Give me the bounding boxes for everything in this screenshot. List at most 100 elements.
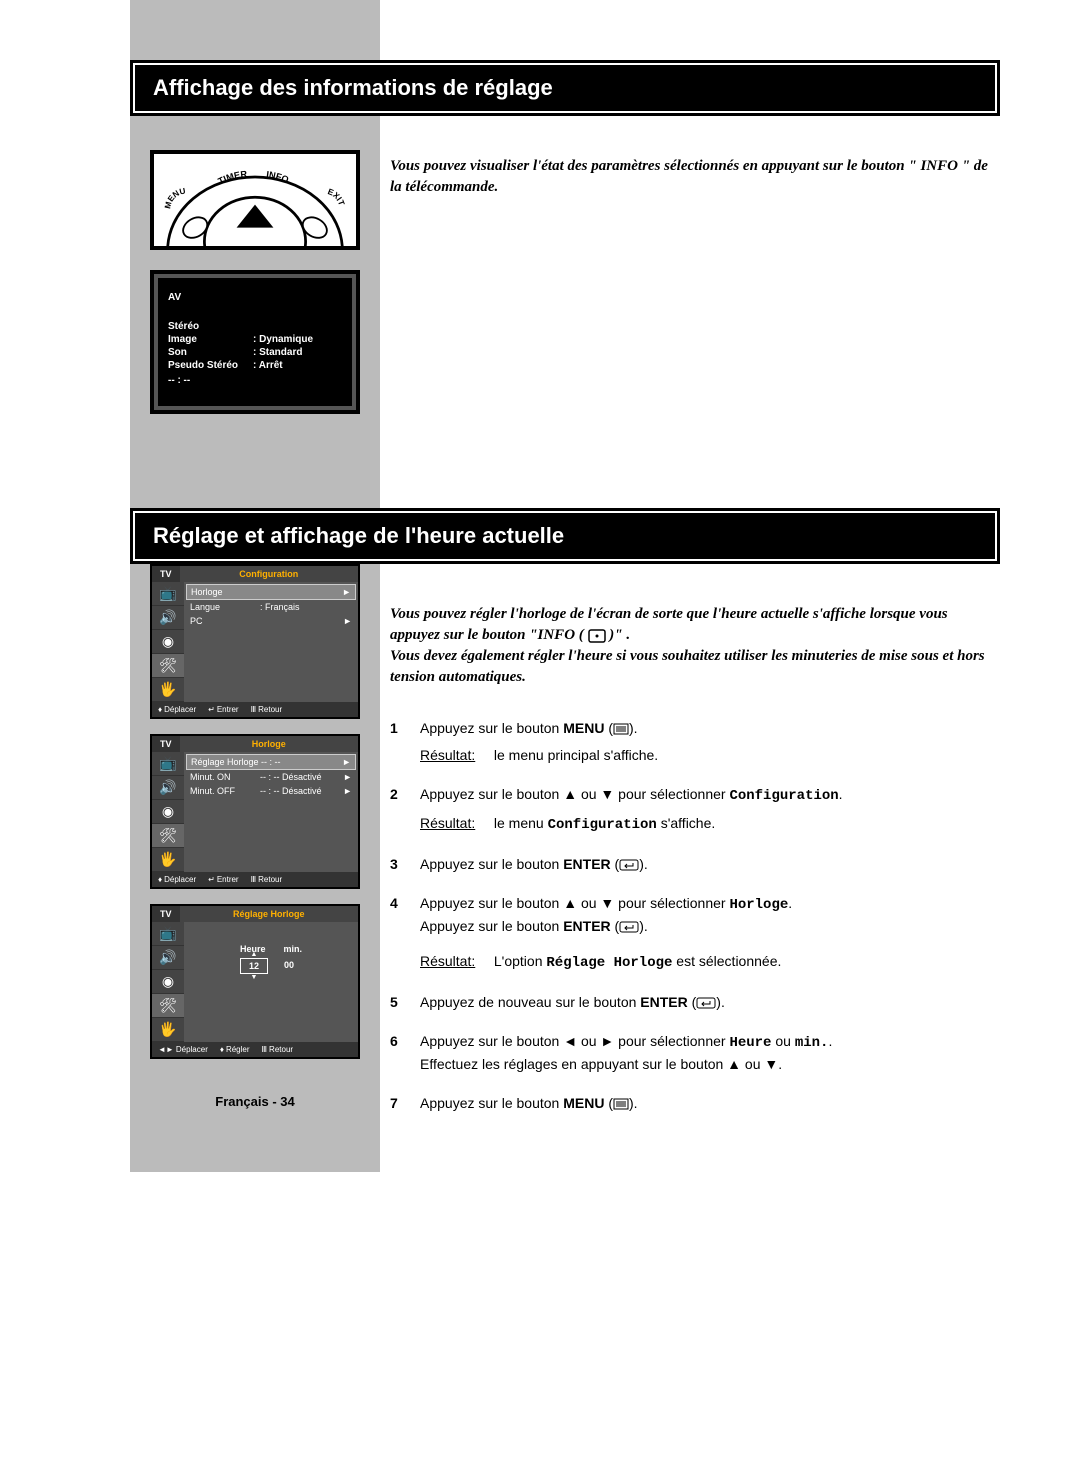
footer-enter: ↵ Entrer [208, 705, 239, 714]
menu-item-arrow: ► [342, 587, 351, 597]
footer-adjust: ♦ Régler [220, 1045, 250, 1054]
menu-items: Réglage Horloge -- : -- ► Minut. ON -- :… [184, 752, 358, 872]
pc-icon: 🖐 [152, 1018, 184, 1042]
sound-icon: 🔊 [152, 606, 184, 630]
menu-title: Réglage Horloge [180, 906, 358, 922]
step-text: Appuyez sur le bouton MENU (). [420, 1093, 1000, 1114]
info-row-label: Son [168, 347, 253, 358]
setup-icon: 🛠 [152, 654, 184, 678]
step-result: Résultat: L'option Réglage Horloge est s… [420, 951, 1000, 974]
info-sound: Stéréo [168, 321, 342, 332]
step-2: 2 Appuyez sur le bouton ▲ ou ▼ pour séle… [390, 784, 1000, 836]
picture-icon: 📺 [152, 752, 184, 776]
pc-icon: 🖐 [152, 848, 184, 872]
footer-move: ♦ Déplacer [158, 705, 196, 714]
menu-body: 📺 🔊 ◉ 🛠 🖐 Horloge ► Langue : Français [152, 582, 358, 702]
manual-page: TIMER INFO MENU EXIT AV Stéréo Image : D… [0, 0, 1080, 1172]
menu-footer: ♦ Déplacer ↵ Entrer Ⅲ Retour [152, 872, 358, 887]
info-row-value: : Arrêt [253, 360, 283, 371]
menu-item: Minut. OFF -- : -- Désactivé ► [186, 784, 356, 798]
hour-value: 12 [249, 961, 259, 971]
channel-icon: ◉ [152, 970, 184, 994]
step-number: 2 [390, 784, 420, 836]
sound-icon: 🔊 [152, 946, 184, 970]
osd-menu-configuration: TV Configuration 📺 🔊 ◉ 🛠 🖐 Horloge ► [150, 564, 360, 719]
step-text: Appuyez sur le bouton ▲ ou ▼ pour sélect… [420, 893, 1000, 974]
menu-tv-label: TV [152, 566, 180, 582]
step-7: 7 Appuyez sur le bouton MENU (). [390, 1093, 1000, 1114]
menu-item-value: -- : -- [261, 757, 342, 767]
picture-icon: 📺 [152, 922, 184, 946]
menu-item-label: PC [190, 616, 260, 626]
menu-footer: ♦ Déplacer ↵ Entrer Ⅲ Retour [152, 702, 358, 717]
menu-item-arrow: ► [343, 616, 352, 626]
menu-title: Horloge [180, 736, 358, 752]
step-text: Appuyez de nouveau sur le bouton ENTER (… [420, 992, 1000, 1013]
footer-return: Ⅲ Retour [251, 875, 283, 884]
steps-list: 1 Appuyez sur le bouton MENU (). Résulta… [380, 718, 1000, 1114]
step-number: 6 [390, 1031, 420, 1075]
menu-tv-label: TV [152, 736, 180, 752]
menu-button-icon [613, 1098, 629, 1110]
svg-text:MENU: MENU [163, 186, 186, 209]
step-1: 1 Appuyez sur le bouton MENU (). Résulta… [390, 718, 1000, 766]
step-number: 5 [390, 992, 420, 1013]
menu-item-arrow: ► [343, 786, 352, 796]
sidebar-column: TIMER INFO MENU EXIT AV Stéréo Image : D… [130, 0, 380, 1172]
menu-item-label: Horloge [191, 587, 261, 597]
step-number: 7 [390, 1093, 420, 1114]
enter-button-icon [696, 997, 716, 1009]
menu-header: TV Horloge [152, 736, 358, 752]
menu-header: TV Configuration [152, 566, 358, 582]
intro-part-b: )" . [609, 627, 630, 643]
menu-item: PC ► [186, 614, 356, 628]
intro-part-c: Vous devez également régler l'heure si v… [390, 648, 985, 685]
menu-icon-column: 📺 🔊 ◉ 🛠 🖐 [152, 582, 184, 702]
menu-title: Configuration [180, 566, 358, 582]
intro-part-a: Vous pouvez régler l'horloge de l'écran … [390, 606, 948, 643]
step-text: Appuyez sur le bouton ▲ ou ▼ pour sélect… [420, 784, 1000, 836]
info-row: Pseudo Stéréo : Arrêt [168, 360, 342, 371]
setup-icon: 🛠 [152, 824, 184, 848]
clock-set-panel: Heure min. ▲ 12 ▼ 00 [186, 924, 356, 994]
step-3: 3 Appuyez sur le bouton ENTER (). [390, 854, 1000, 875]
menu-tv-label: TV [152, 906, 180, 922]
menu-items: Heure min. ▲ 12 ▼ 00 [184, 922, 358, 1042]
info-row: Image : Dynamique [168, 334, 342, 345]
min-value-box: 00 [276, 958, 302, 974]
page-number: Français - 34 [215, 1094, 295, 1109]
menu-icon-column: 📺 🔊 ◉ 🛠 🖐 [152, 752, 184, 872]
content-column: Affichage des informations de réglage Vo… [380, 0, 1080, 1172]
section-title-2: Réglage et affichage de l'heure actuelle [130, 508, 1000, 564]
enter-button-icon [619, 859, 639, 871]
footer-return: Ⅲ Retour [262, 1045, 294, 1054]
osd-menu-reglage-horloge: TV Réglage Horloge 📺 🔊 ◉ 🛠 🖐 Heure min. [150, 904, 360, 1059]
step-text: Appuyez sur le bouton ◄ ou ► pour sélect… [420, 1031, 1000, 1075]
menu-item-label: Réglage Horloge [191, 757, 261, 767]
menu-item-arrow: ► [342, 757, 351, 767]
menu-body: 📺 🔊 ◉ 🛠 🖐 Réglage Horloge -- : -- ► Minu… [152, 752, 358, 872]
menu-body: 📺 🔊 ◉ 🛠 🖐 Heure min. ▲ [152, 922, 358, 1042]
info-row-label: Image [168, 334, 253, 345]
left-gutter [0, 0, 130, 1172]
osd-menu-horloge: TV Horloge 📺 🔊 ◉ 🛠 🖐 Réglage Horloge -- … [150, 734, 360, 889]
info-osd-screen: AV Stéréo Image : Dynamique Son : Standa… [150, 270, 360, 414]
down-arrow-icon: ▼ [251, 974, 258, 981]
info-row: Son : Standard [168, 347, 342, 358]
channel-icon: ◉ [152, 630, 184, 654]
step-text: Appuyez sur le bouton ENTER (). [420, 854, 1000, 875]
info-time: -- : -- [168, 375, 342, 386]
menu-items: Horloge ► Langue : Français PC ► [184, 582, 358, 702]
menu-item: Horloge ► [186, 584, 356, 600]
clock-values: ▲ 12 ▼ 00 [186, 958, 356, 974]
enter-button-icon [619, 921, 639, 933]
footer-move: ♦ Déplacer [158, 875, 196, 884]
info-button-icon [588, 629, 606, 643]
info-row-label: Pseudo Stéréo [168, 360, 253, 371]
menu-item: Réglage Horloge -- : -- ► [186, 754, 356, 770]
info-row-value: : Standard [253, 347, 302, 358]
remote-illustration: TIMER INFO MENU EXIT [150, 150, 360, 250]
menu-item-arrow: ► [343, 772, 352, 782]
up-arrow-icon: ▲ [251, 951, 258, 958]
picture-icon: 📺 [152, 582, 184, 606]
